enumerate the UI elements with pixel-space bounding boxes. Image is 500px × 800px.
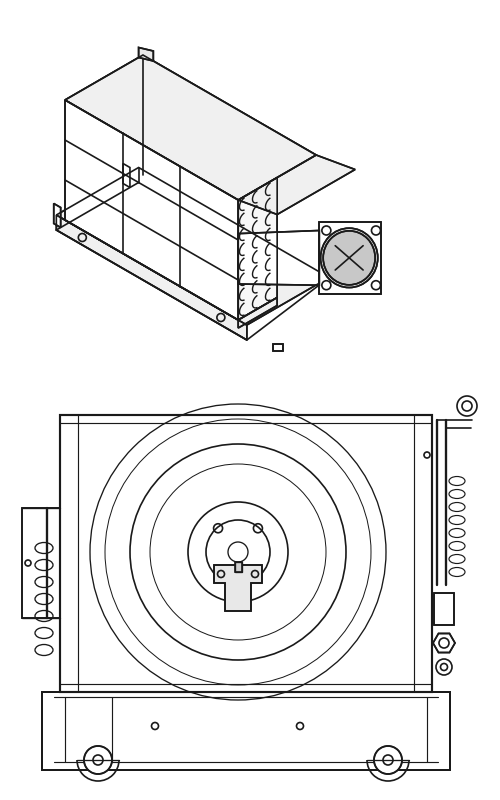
Polygon shape [234,562,242,572]
Polygon shape [214,565,262,611]
Bar [434,593,454,625]
Bar [42,692,450,770]
Circle shape [374,746,402,774]
Bar [434,593,454,625]
Polygon shape [56,167,329,325]
Polygon shape [65,55,325,200]
Polygon shape [238,298,277,328]
Polygon shape [433,634,455,653]
Polygon shape [123,163,130,187]
Polygon shape [320,222,382,294]
Polygon shape [56,215,247,340]
Bar [273,343,283,350]
Bar [22,508,60,618]
Ellipse shape [320,228,378,287]
Polygon shape [65,100,238,320]
Polygon shape [65,55,316,200]
Bar [42,692,450,770]
Bar [60,415,432,692]
Bar [22,508,60,618]
Ellipse shape [323,231,375,285]
Polygon shape [54,203,60,227]
Circle shape [84,746,112,774]
Bar [60,415,432,692]
Polygon shape [238,178,277,320]
Polygon shape [138,47,154,61]
Polygon shape [238,230,320,286]
Bar [273,343,283,350]
Polygon shape [238,155,355,214]
